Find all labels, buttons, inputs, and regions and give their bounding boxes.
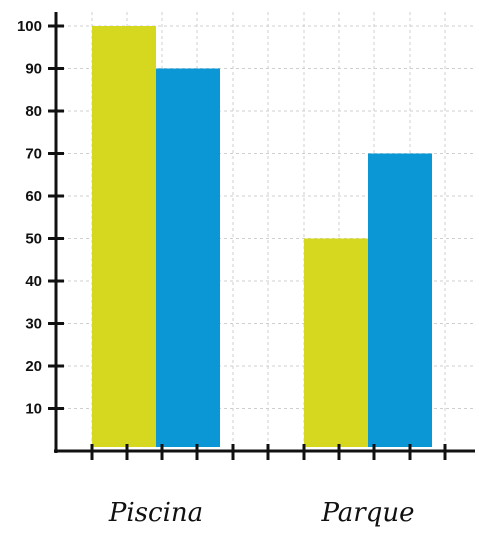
y-tick-label-100: 100 bbox=[17, 18, 42, 35]
y-tick-label-20: 20 bbox=[25, 358, 42, 375]
y-tick-label-30: 30 bbox=[25, 316, 42, 333]
bars bbox=[92, 26, 432, 447]
bar-parque-series-1 bbox=[304, 238, 368, 447]
y-tick-label-50: 50 bbox=[25, 231, 42, 248]
y-tick-label-90: 90 bbox=[25, 61, 42, 78]
x-axis-labels: Piscina Parque bbox=[108, 498, 415, 528]
x-category-label-piscina: Piscina bbox=[108, 498, 203, 528]
axes bbox=[54, 12, 475, 460]
y-tick-label-40: 40 bbox=[25, 273, 42, 290]
y-tick-label-70: 70 bbox=[25, 146, 42, 163]
bar-piscina-series-1 bbox=[92, 26, 156, 447]
y-axis-ticks: 10 20 30 40 50 60 70 80 90 100 bbox=[17, 18, 64, 418]
y-tick-label-80: 80 bbox=[25, 103, 42, 120]
y-tick-label-60: 60 bbox=[25, 188, 42, 205]
bar-parque-series-2 bbox=[368, 153, 432, 447]
bar-piscina-series-2 bbox=[156, 68, 220, 447]
y-tick-label-10: 10 bbox=[25, 401, 42, 418]
x-category-label-parque: Parque bbox=[320, 498, 414, 528]
